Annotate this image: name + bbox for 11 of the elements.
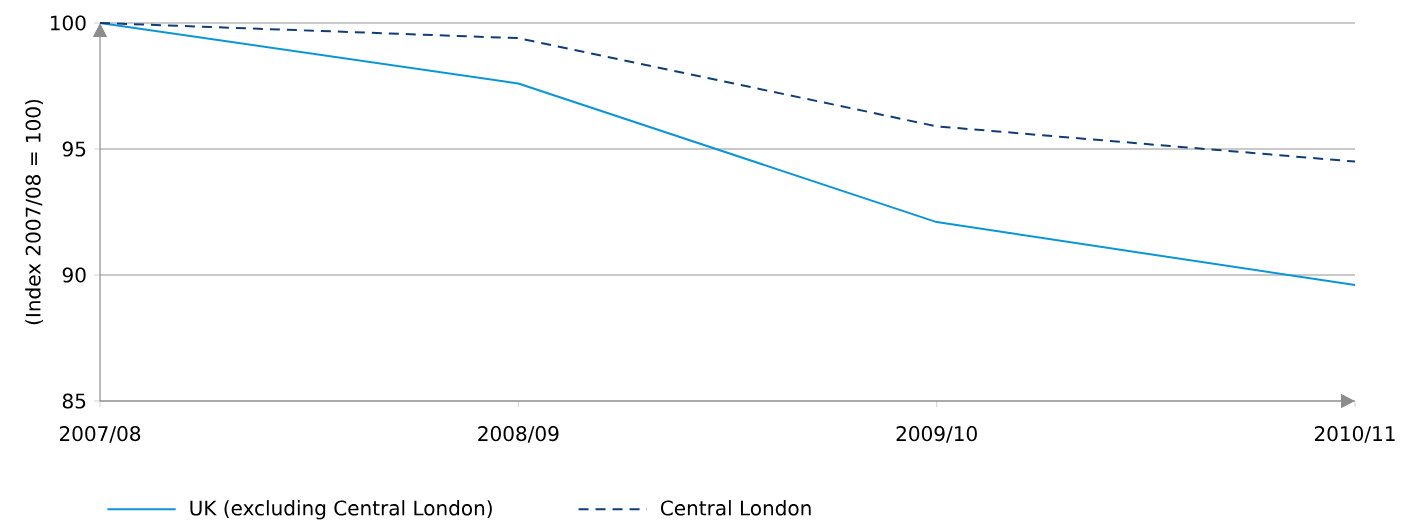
x-tick-label: 2009/10 bbox=[896, 426, 977, 443]
x-tick-label: 2007/08 bbox=[59, 426, 141, 443]
x-tick-label: 2010/11 bbox=[1314, 426, 1395, 443]
y-tick-label: 85 bbox=[62, 393, 86, 409]
y-tick-label: 90 bbox=[62, 267, 86, 283]
legend-label: UK (excluding Central London) bbox=[190, 500, 492, 520]
x-tick-label: 2008/09 bbox=[478, 426, 559, 443]
y-tick-label: 100 bbox=[50, 15, 86, 31]
y-axis-title: (Index 2007/08 = 100) bbox=[25, 99, 44, 325]
legend-label: Central London bbox=[660, 500, 811, 516]
y-tick-label: 95 bbox=[62, 141, 86, 157]
